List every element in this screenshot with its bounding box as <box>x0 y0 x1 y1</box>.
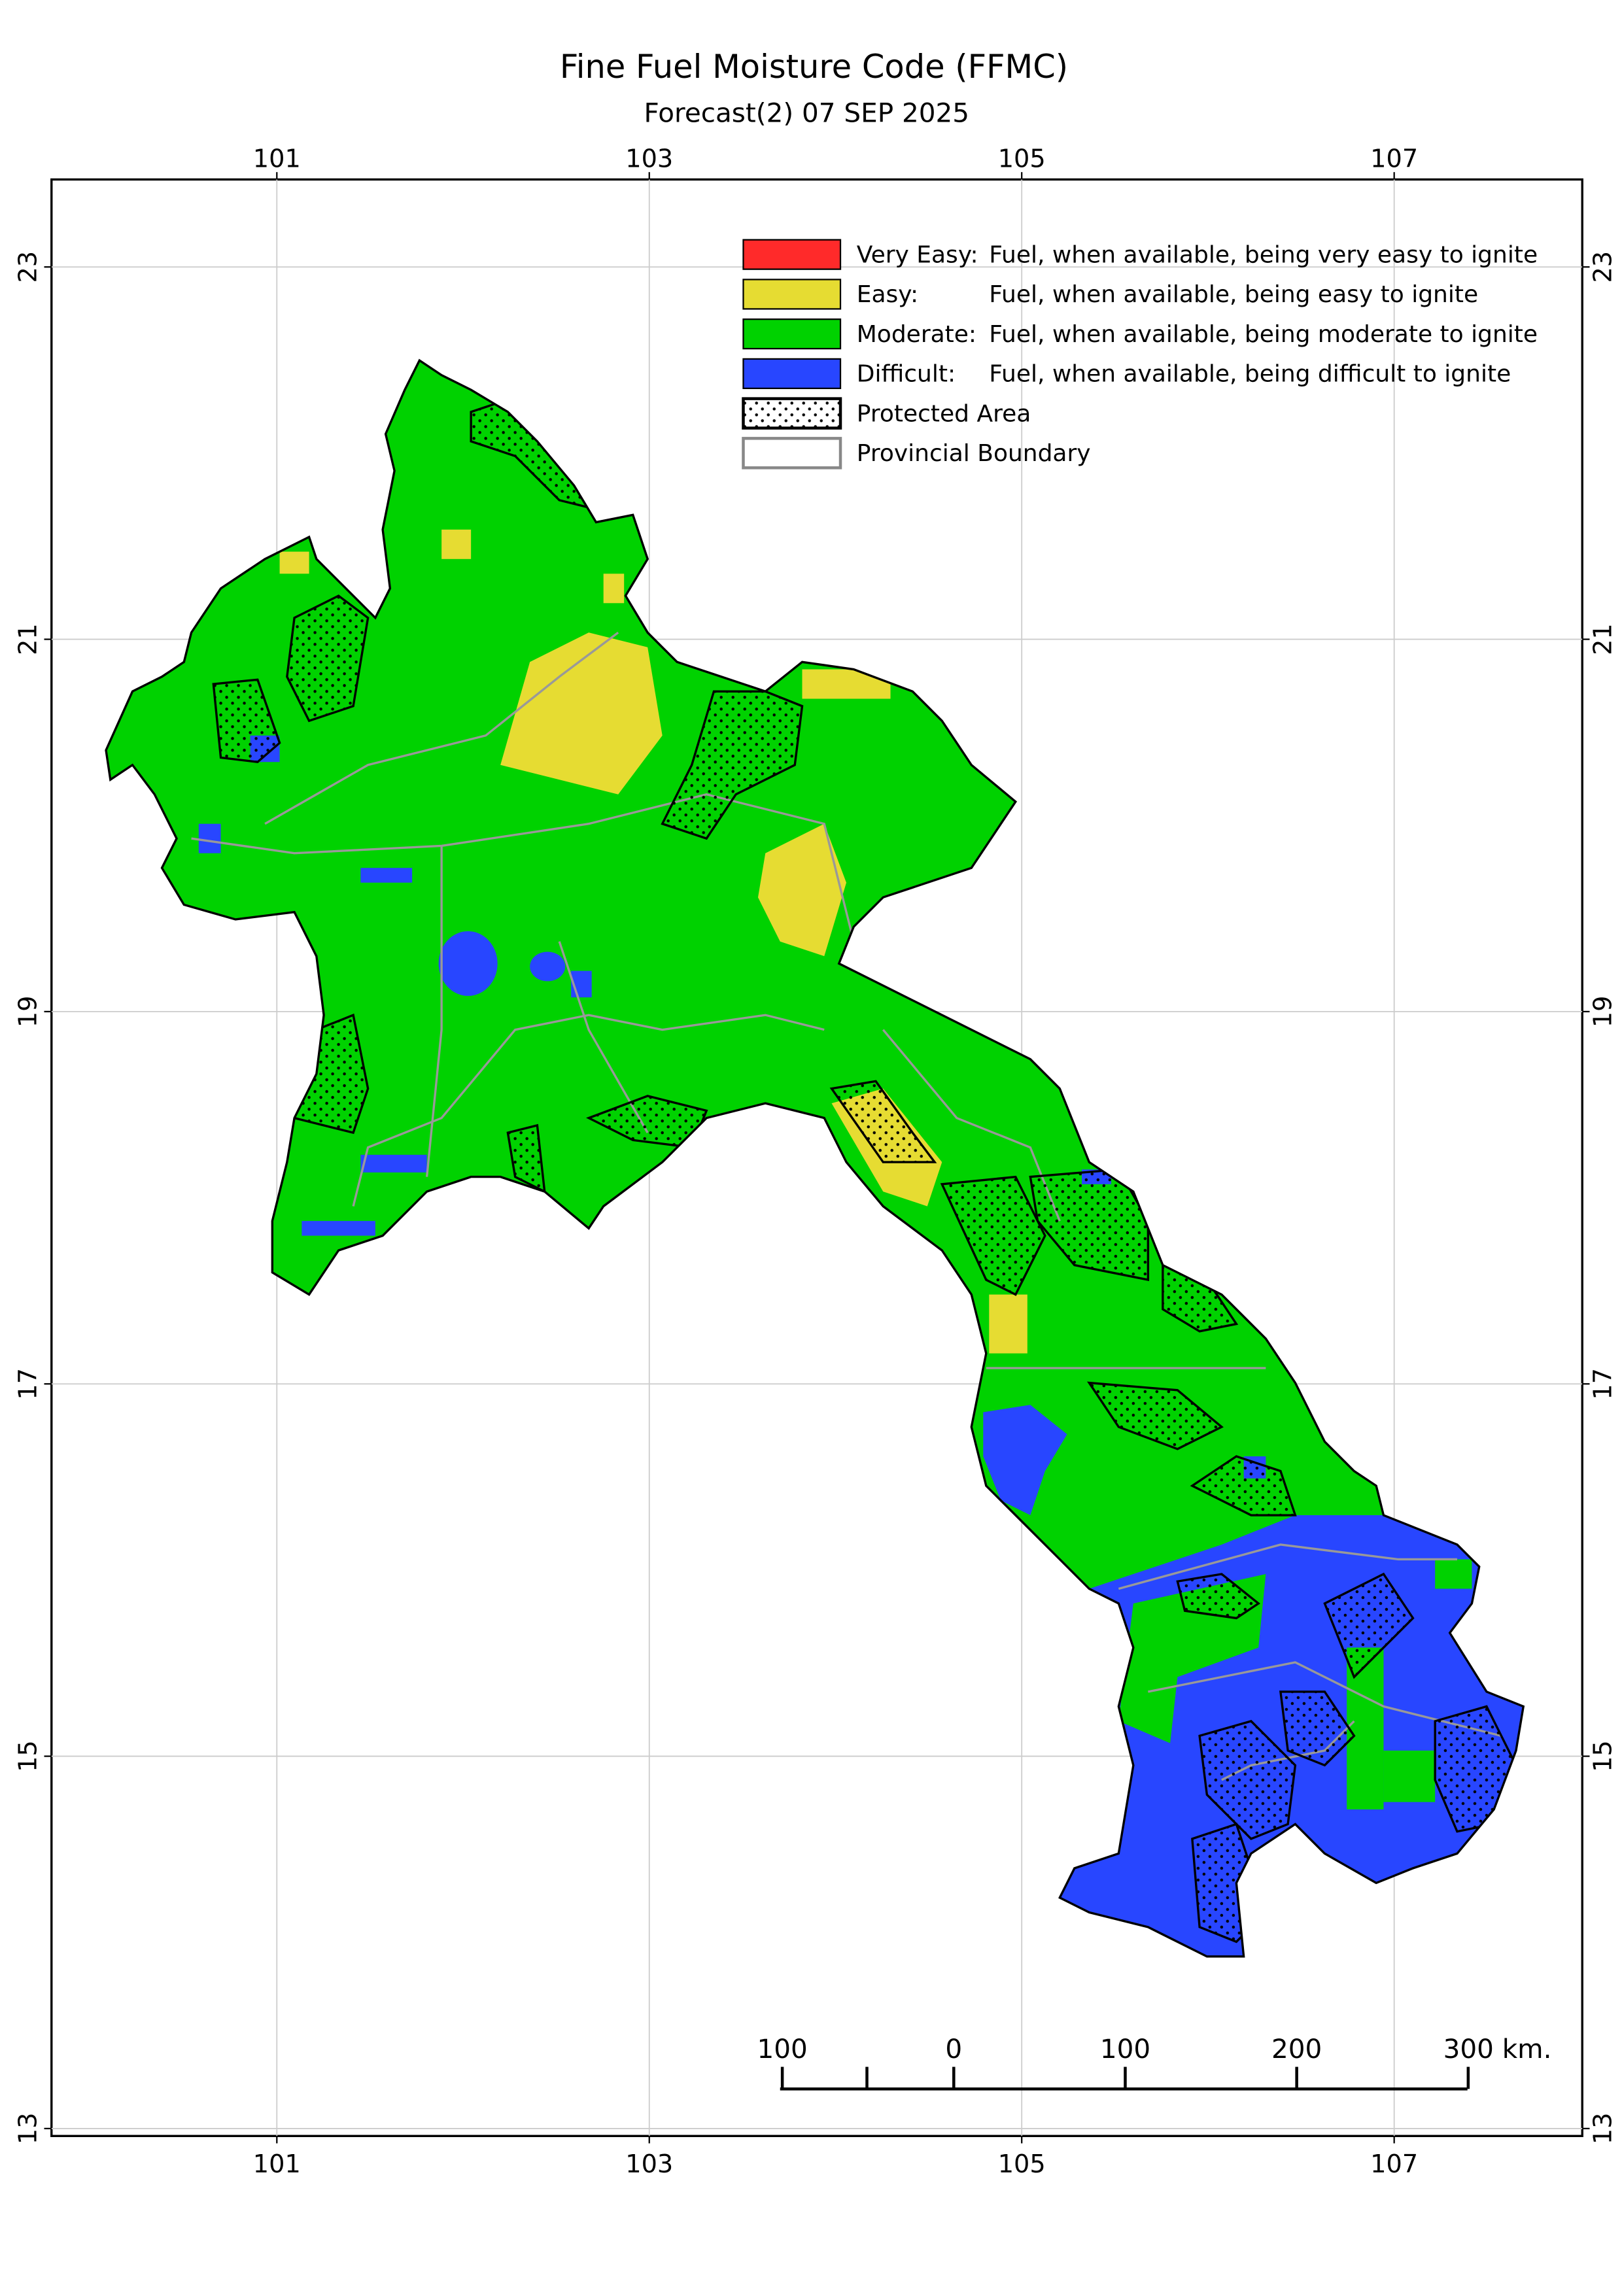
x-tick-label: 105 <box>998 145 1046 174</box>
legend-swatch <box>742 397 842 430</box>
y-tick-label: 13 <box>1589 2113 1617 2145</box>
x-tick-label: 101 <box>253 2150 301 2179</box>
x-tick-label: 101 <box>253 145 301 174</box>
legend-swatch <box>742 279 842 310</box>
x-tick-label: 105 <box>998 2150 1046 2179</box>
legend-swatch <box>742 437 842 470</box>
legend-label: Easy: <box>857 281 918 308</box>
scale-bar-label: 300 km. <box>1443 2033 1552 2065</box>
legend-description: Fuel, when available, being easy to igni… <box>989 281 1478 308</box>
legend-swatch <box>742 239 842 270</box>
y-tick-label: 15 <box>1589 1740 1617 1772</box>
y-tick-label: 19 <box>1589 996 1617 1028</box>
y-tick-label: 23 <box>14 251 43 283</box>
scale-bar: 100 0 100 200 300 km. <box>757 2033 1552 2091</box>
legend-description: Fuel, when available, being difficult to… <box>989 361 1511 388</box>
scale-bar-label: 100 <box>1100 2033 1150 2065</box>
y-tick-label: 15 <box>14 1740 43 1772</box>
legend: Very Easy: Fuel, when available, being ve… <box>742 239 1538 470</box>
x-tick-label: 103 <box>625 145 673 174</box>
legend-label: Protected Area <box>857 400 1031 427</box>
scale-bar-label: 100 <box>757 2033 807 2065</box>
legend-label: Very Easy: <box>857 241 978 268</box>
legend-label: Provincial Boundary <box>857 440 1091 467</box>
y-tick-label: 13 <box>14 2113 43 2145</box>
legend-swatch <box>742 318 842 350</box>
scale-bar-label: 0 <box>945 2033 962 2065</box>
x-tick-label: 107 <box>1370 2150 1418 2179</box>
scale-bar-label: 200 <box>1271 2033 1322 2065</box>
legend-label: Difficult: <box>857 361 956 388</box>
y-tick-label: 21 <box>1589 623 1617 655</box>
legend-description: Fuel, when available, being moderate to … <box>989 321 1538 348</box>
y-tick-label: 17 <box>14 1368 43 1400</box>
x-tick-label: 107 <box>1370 145 1418 174</box>
y-tick-label: 21 <box>14 623 43 655</box>
y-tick-label: 17 <box>1589 1368 1617 1400</box>
y-tick-label: 23 <box>1589 251 1617 283</box>
x-tick-label: 103 <box>625 2150 673 2179</box>
y-tick-label: 19 <box>14 996 43 1028</box>
map-title: Fine Fuel Moisture Code (FFMC) <box>560 48 1068 86</box>
protected-areas <box>212 396 1517 1944</box>
legend-swatch <box>742 358 842 389</box>
map-subtitle: Forecast(2) 07 SEP 2025 <box>644 97 969 128</box>
legend-label: Moderate: <box>857 321 976 348</box>
legend-description: Fuel, when available, being very easy to… <box>989 241 1538 268</box>
